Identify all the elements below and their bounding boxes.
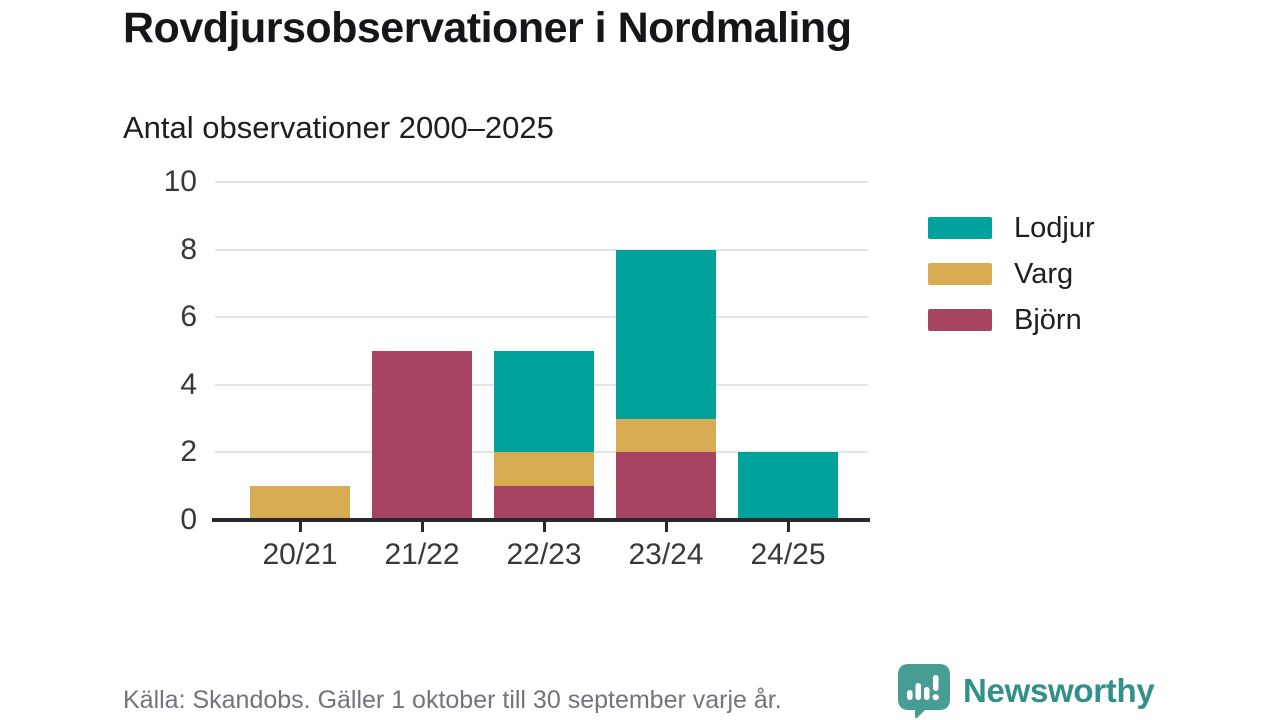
legend-swatch xyxy=(928,217,992,239)
y-axis-label-4: 4 xyxy=(180,367,197,401)
chart-subtitle: Antal observationer 2000–2025 xyxy=(123,110,554,145)
x-axis-tick-22-23 xyxy=(542,522,546,532)
legend-item-lodjur: Lodjur xyxy=(928,212,1095,244)
bar-22-23-björn xyxy=(494,486,594,520)
y-axis-label-2: 2 xyxy=(180,435,197,469)
legend-item-bjrn: Björn xyxy=(928,304,1095,336)
x-axis-label-22-23: 22/23 xyxy=(506,538,582,571)
bar-23-24-lodjur xyxy=(616,249,716,419)
y-axis-label-10: 10 xyxy=(163,165,197,198)
legend-label: Lodjur xyxy=(1014,212,1095,244)
x-axis-label-21-22: 21/22 xyxy=(384,538,460,571)
x-axis-tick-24-25 xyxy=(786,522,790,532)
y-axis-label-8: 8 xyxy=(180,232,197,266)
x-axis-tick-23-24 xyxy=(664,522,668,532)
legend-label: Björn xyxy=(1014,304,1082,336)
source-note: Källa: Skandobs. Gäller 1 oktober till 3… xyxy=(123,686,782,714)
chart-title: Rovdjursobservationer i Nordmaling xyxy=(123,4,852,52)
gridline-10 xyxy=(215,181,868,183)
x-axis-label-24-25: 24/25 xyxy=(750,538,826,571)
legend: Lodjur Varg Björn xyxy=(928,212,1095,336)
bar-22-23-lodjur xyxy=(494,351,594,453)
bar-20-21-varg xyxy=(250,486,350,520)
x-axis-tick-20-21 xyxy=(298,522,302,532)
bar-22-23-varg xyxy=(494,452,594,487)
bar-21-22-björn xyxy=(372,351,472,520)
gridline-6 xyxy=(215,316,868,319)
legend-swatch xyxy=(928,263,992,285)
y-axis-label-6: 6 xyxy=(180,300,197,334)
plot-area: 0 2 4 6 8 10 20/21 21/22 22/23 23/24 24/25 xyxy=(164,165,870,571)
bar-24-25-lodjur xyxy=(738,452,838,520)
x-axis-label-23-24: 23/24 xyxy=(628,538,704,571)
brand-name: Newsworthy xyxy=(963,671,1155,709)
x-axis-tick-21-22 xyxy=(420,522,424,532)
legend-swatch xyxy=(928,309,992,331)
newsworthy-logo-icon xyxy=(898,664,950,719)
x-axis-baseline xyxy=(212,518,870,522)
legend-item-varg: Varg xyxy=(928,258,1095,290)
bar-23-24-varg xyxy=(616,418,716,453)
x-axis-label-20-21: 20/21 xyxy=(262,538,338,571)
bar-23-24-björn xyxy=(616,452,716,520)
brand-logo: Newsworthy xyxy=(896,662,1155,719)
gridline-8 xyxy=(215,248,868,251)
y-axis-label-0: 0 xyxy=(180,503,197,536)
legend-label: Varg xyxy=(1014,258,1074,290)
